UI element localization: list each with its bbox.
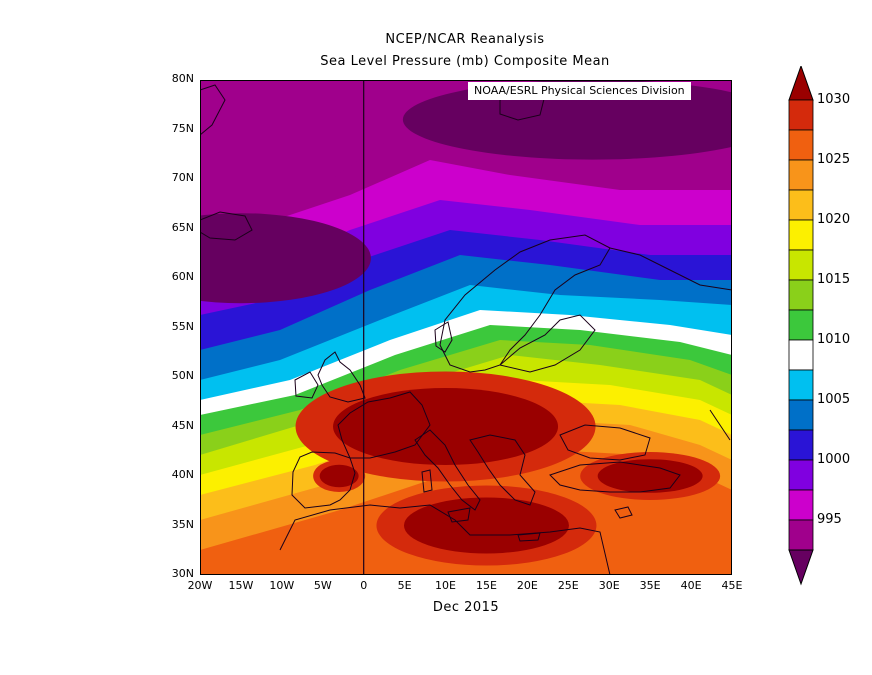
colorbar-cell [788, 489, 814, 521]
balkans-coast [469, 434, 536, 506]
colorbar-tick-label: 1005 [817, 392, 851, 407]
lat-tick-label: 60N [171, 270, 194, 283]
pressure-field-map [200, 80, 732, 575]
colorbar-cell [788, 459, 814, 491]
lon-tick-label: 0 [360, 579, 368, 592]
lat-tick-label: 30N [171, 567, 194, 580]
colorbar-cell [788, 519, 814, 551]
high-pressure-center [319, 464, 359, 488]
lon-tick-label: 20E [516, 579, 538, 592]
colorbar-cell [788, 399, 814, 431]
colorbar-cell [788, 249, 814, 281]
ireland-coast [294, 371, 319, 399]
colorbar-cell [788, 159, 814, 191]
colorbar-tick-label: 1025 [817, 152, 851, 167]
cyprus-coast [614, 506, 633, 519]
sardinia-coast [421, 469, 433, 493]
colorbar-cell [788, 279, 814, 311]
colorbar-cell [788, 429, 814, 461]
lat-tick-label: 35N [171, 517, 194, 531]
lon-tick-label: 40E [680, 579, 702, 592]
lon-tick-label: 15E [475, 579, 497, 592]
lat-tick-label: 40N [171, 468, 194, 481]
lat-tick-label: 55N [171, 319, 194, 333]
colorbar-cell [788, 369, 814, 401]
colorbar-cell [788, 219, 814, 251]
uk-coast [317, 351, 366, 403]
lon-tick-label: 30E [598, 579, 620, 592]
colorbar-tick-label: 1000 [817, 452, 851, 467]
iceland-coast [200, 211, 253, 241]
colorbar-tick-label: 1010 [817, 332, 851, 347]
lat-tick-label: 65N [171, 220, 194, 234]
lat-tick-label: 50N [171, 369, 194, 382]
caspian-coast [709, 409, 731, 441]
north-africa-coast [279, 504, 611, 575]
lon-tick-label: 10E [435, 579, 456, 592]
black-sea-coast [559, 424, 651, 461]
period-label: Dec 2015 [432, 600, 500, 615]
colorbar-cells [788, 66, 814, 586]
colorbar-tick-label: 1030 [817, 92, 851, 107]
colorbar-cell [788, 99, 814, 131]
denmark-coast [434, 321, 453, 353]
high-pressure-center [597, 459, 703, 493]
high-pressure-center [333, 388, 559, 465]
colorbar-cell [788, 129, 814, 161]
lon-tick-label: 10W [269, 579, 295, 592]
high-pressure-center [403, 497, 569, 554]
coastlines [200, 84, 732, 575]
russia-coast [609, 247, 732, 291]
greenland-coast [200, 84, 226, 136]
baltic-coast [498, 314, 596, 373]
colorbar-min-arrow [788, 549, 814, 586]
lon-tick-label: 5E [397, 579, 412, 592]
colorbar-max-arrow [788, 66, 814, 101]
lon-tick-label: 45E [721, 579, 743, 592]
lon-tick-label: 15W [228, 579, 254, 592]
colorbar-cell [788, 309, 814, 341]
map-plot-area [200, 80, 732, 575]
lat-tick-label: 70N [171, 171, 194, 184]
lon-tick-label: 5W [313, 579, 332, 592]
chart-title: NCEP/NCAR Reanalysis [385, 32, 545, 47]
lon-tick-label: 20W [187, 579, 213, 592]
lat-tick-label: 45N [171, 418, 194, 432]
colorbar-cell [788, 189, 814, 221]
lat-tick-label: 75N [171, 121, 194, 135]
lon-tick-label: 35E [639, 579, 661, 592]
lat-tick-label: 80N [171, 72, 194, 85]
italy-coast [414, 429, 481, 511]
france-coast [337, 391, 431, 459]
lon-tick-label: 25E [557, 579, 579, 592]
colorbar-tick-label: 995 [817, 512, 842, 527]
colorbar-tick-label: 1015 [817, 272, 851, 287]
colorbar-cell [788, 339, 814, 371]
colorbar [788, 66, 814, 586]
credit-label: NOAA/ESRL Physical Sciences Division [468, 82, 691, 100]
turkey-coast [549, 461, 681, 493]
iberia-coast [291, 451, 356, 509]
chart-subtitle: Sea Level Pressure (mb) Composite Mean [320, 54, 610, 69]
crete-coast [517, 532, 541, 542]
colorbar-tick-label: 1020 [817, 212, 851, 227]
sicily-coast [447, 507, 471, 523]
plot-frame [200, 80, 732, 575]
